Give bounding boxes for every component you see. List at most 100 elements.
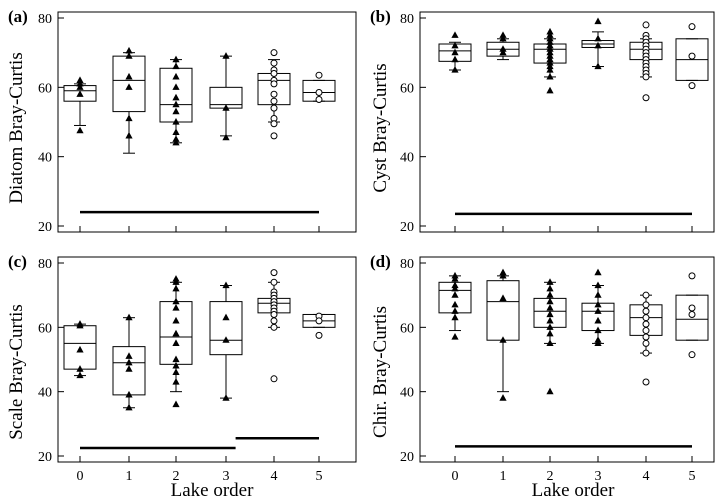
panel-a-y-tick-label: 60 [38, 81, 52, 96]
panel-d-data-point [642, 320, 650, 328]
panel-c-x-tick-label: 4 [271, 469, 278, 484]
panel-a-data-point [172, 83, 180, 90]
panel-d-data-point [594, 326, 602, 334]
panel-b-data-point [594, 62, 602, 70]
x-axis-label-left: Lake order [171, 480, 254, 501]
panel-a-data-point [172, 62, 180, 70]
panel-a-data-point [222, 52, 230, 59]
panel-b-data-point [546, 45, 554, 52]
panel-c-y-tick-label: 20 [38, 450, 52, 465]
panel-c-data-point [172, 278, 180, 285]
panel-d-data-point [642, 301, 650, 309]
panel-b-data-point [642, 94, 650, 102]
panel-a-data-point [172, 118, 180, 125]
panel-d-data-point [594, 339, 602, 347]
panel-b-data-point [546, 62, 554, 70]
panel-c-y-axis-label: Scale Bray-Curtis [6, 304, 27, 440]
panel-a-data-point [270, 120, 278, 128]
panel-c-data-point [125, 358, 133, 366]
panel-d-x-tick-label: 5 [689, 469, 696, 484]
panel-d-data-point [688, 310, 696, 318]
panel-d-x-tick-label: 1 [500, 469, 507, 484]
panel-c-data-point [125, 313, 133, 321]
panel-d-data-point [499, 394, 507, 401]
panel-d-data-point [499, 294, 507, 301]
panel-a-data-point [270, 80, 278, 88]
panel-c-data-point [222, 313, 230, 321]
panel-a-data-point [76, 76, 84, 83]
panel-b-data-point [499, 34, 507, 42]
panel-c-data-point [172, 329, 180, 337]
panel-b-data-point [499, 31, 507, 38]
panel-a-data-point [315, 95, 323, 103]
panel-d-box [675, 294, 709, 341]
panel-a-data-point [315, 71, 323, 79]
panel-d-data-point [451, 313, 459, 321]
panel-d-data-point [546, 329, 554, 337]
panel-b-data-point [546, 27, 554, 35]
panel-a-data-point [172, 135, 180, 142]
panel-a-data-point [172, 128, 180, 135]
panel-b-data-point [451, 66, 459, 73]
panel-b-data-point [688, 52, 696, 60]
panel-a-data-point [222, 133, 230, 141]
panel-a-frame [57, 11, 357, 233]
panel-a: (a) Diatom Bray-Curtis 20 40 60 80 [6, 7, 357, 235]
panel-a-data-point [270, 69, 278, 77]
panel-d-data-point [642, 378, 650, 386]
panel-d-data-point [546, 316, 554, 324]
panel-d-y-axis-label: Chir. Bray-Curtis [370, 306, 391, 438]
panel-b-data-point [451, 31, 459, 38]
panel-a-data-point [76, 126, 84, 134]
panel-b-data-point [546, 86, 554, 94]
panel-c-data-point [172, 355, 180, 363]
panel-c-data-point [125, 365, 133, 372]
panel-a-data-point [125, 72, 133, 80]
panel-d-data-point [451, 291, 459, 298]
panel-a-data-point [270, 59, 278, 67]
panel-b-data-point [546, 31, 554, 38]
panel-c-label: (c) [8, 252, 27, 271]
panel-d-data-point [642, 349, 650, 357]
panel-c: (c) Scale Bray-Curtis 20 40 60 80 0 1 2 3 4 5 [6, 252, 357, 484]
panel-c-data-point [222, 281, 230, 289]
panel-b-data-point [499, 45, 507, 52]
panel-a-data-point [172, 138, 180, 146]
panel-d-y-tick-label: 60 [400, 321, 414, 336]
panel-d-data-point [451, 307, 459, 314]
panel-d-box [486, 280, 520, 341]
panel-a-data-point [125, 52, 133, 59]
panel-b-data-point [594, 17, 602, 25]
panel-d-data-point [546, 339, 554, 347]
panel-b-data-point [546, 48, 554, 56]
panel-b-frame [419, 11, 715, 233]
panel-d-data-point [451, 332, 459, 340]
panel-d-x-tick-label: 3 [595, 469, 602, 484]
panel-c-data-point [76, 371, 84, 379]
panel-d-x-tick-label: 2 [547, 469, 554, 484]
panel-a-y-tick-label: 20 [38, 220, 52, 235]
panel-c-box [209, 301, 243, 356]
panel-d: (d) Chir. Bray-Curtis 20 40 60 80 0 1 2 3 4 5 [370, 252, 715, 484]
panel-c-data-point [172, 297, 180, 305]
panel-d-y-tick-label: 80 [400, 257, 414, 272]
panel-d-data-point [546, 284, 554, 292]
panel-a-y-tick-label: 40 [38, 151, 52, 166]
panel-b-label: (b) [370, 7, 391, 26]
panel-b-data-point [594, 34, 602, 42]
panel-c-x-tick-label: 1 [126, 469, 133, 484]
panel-c-x-tick-label: 2 [173, 469, 180, 484]
panel-a-data-point [270, 49, 278, 57]
panel-b-data-point [546, 52, 554, 59]
panel-d-data-point [642, 327, 650, 335]
panel-c-data-point [270, 269, 278, 277]
panel-b-data-point [546, 34, 554, 42]
panel-a-data-point [172, 100, 180, 108]
panel-d-x-tick-label: 0 [452, 469, 459, 484]
panel-d-data-point [642, 333, 650, 341]
panel-b-data-point [546, 66, 554, 73]
panel-c-data-point [125, 403, 133, 411]
panel-b-data-point [594, 41, 602, 49]
panel-b-data-point [688, 23, 696, 31]
panel-a-data-point [172, 55, 180, 63]
